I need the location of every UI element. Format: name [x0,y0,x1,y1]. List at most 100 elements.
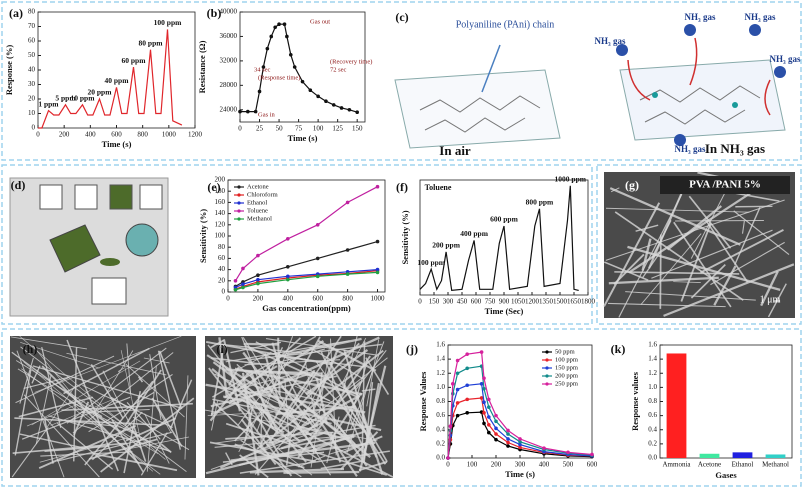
x-tick-label: Ammonia [663,461,692,469]
fiber [705,219,749,283]
fiber [610,187,620,193]
point [506,444,510,448]
y-tick-label: 50 [28,51,36,59]
annotation: 80 ppm [139,38,164,47]
y-tick-label: 20 [28,95,36,103]
y-tick-label: 40 [28,66,36,74]
fiber [125,363,185,418]
fiber [44,419,54,464]
molecule [749,24,761,36]
fiber [95,453,178,472]
y-tick-label: 80 [28,8,36,16]
x-tick-label: 1500 [553,298,568,306]
fiber [10,336,87,350]
fiber [734,207,761,266]
point [241,266,245,271]
x-tick-label: 400 [539,461,550,469]
molecule [674,134,686,146]
y-tick-label: 1.4 [436,355,445,363]
label: (g) [625,178,639,192]
fiber [66,339,119,472]
fiber [265,337,377,356]
fiber [35,374,52,445]
x-tick-label: 75 [295,125,303,133]
x-tick-label: 125 [332,125,343,133]
x-tick-label: 900 [499,298,510,306]
y-axis-label: Sensitivity (%) [198,209,208,263]
x-axis-label: Time (Sec) [485,306,524,316]
x-tick-label: 1650 [567,298,582,306]
x-tick-label: 200 [253,295,264,303]
point [465,366,470,371]
y-tick-label: 0.0 [436,454,445,462]
fiber [346,367,374,453]
point [479,382,484,386]
ion [732,102,738,108]
x-tick-label: 0 [36,131,40,139]
fiber [210,357,267,366]
fiber [234,410,265,442]
point [241,282,245,286]
y-tick-label: 160 [215,198,226,206]
point [482,421,486,426]
x-tick-label: 1050 [511,298,526,306]
label: NH₃ gas [595,36,626,46]
fiber [143,357,170,364]
fiber [244,359,341,366]
point [345,200,350,205]
point [339,106,344,110]
fiber [741,220,745,234]
fiber [283,470,360,474]
label: (h) [23,342,38,356]
fiber [255,369,323,375]
bar [699,453,720,458]
point [355,110,359,115]
x-axis-label: Gases [715,470,737,480]
legend-label: 100 ppm [555,356,578,363]
point [375,184,380,189]
point [465,397,470,402]
fiber [137,376,144,383]
annotation: 40 ppm [105,76,130,85]
point [448,424,453,429]
y-tick-label: 0 [32,124,36,132]
x-tick-label: 300 [515,461,526,469]
fiber [21,396,131,440]
y-tick-label: 0 [222,288,226,296]
y-tick-label: 1.4 [648,355,657,363]
y-tick-label: 1.6 [648,341,657,349]
fiber [338,424,376,433]
fiber [149,354,162,421]
y-tick-label: 40 [218,265,226,273]
fiber [110,396,129,409]
label: NH₃ gas [745,12,776,22]
fiber [663,263,795,317]
fiber [212,398,332,425]
series-line [419,185,579,292]
y-tick-label: 100 [215,232,226,240]
x-tick-label: 500 [563,461,574,469]
panel-label: (f) [396,180,408,194]
vessel [139,184,163,210]
point [455,387,460,392]
chain [644,109,746,125]
annotation: 60 ppm [122,56,147,65]
y-tick-label: 180 [215,187,226,195]
series-line [447,411,593,459]
fiber [238,358,290,453]
arrow [481,44,501,93]
label: PVA /PANI 5% [689,179,761,191]
fiber [20,346,187,472]
x-tick-label: 1200 [188,131,203,139]
point [518,437,522,441]
x-tick-label: 200 [491,461,502,469]
y-tick-label: 1.0 [436,383,445,391]
y-tick-label: 32000 [220,56,238,64]
x-tick-label: 100 [313,125,324,133]
fiber [23,361,154,472]
fiber [228,366,240,386]
fiber [609,187,741,246]
series-line [447,383,593,459]
x-axis-label: Time (s) [505,469,535,479]
